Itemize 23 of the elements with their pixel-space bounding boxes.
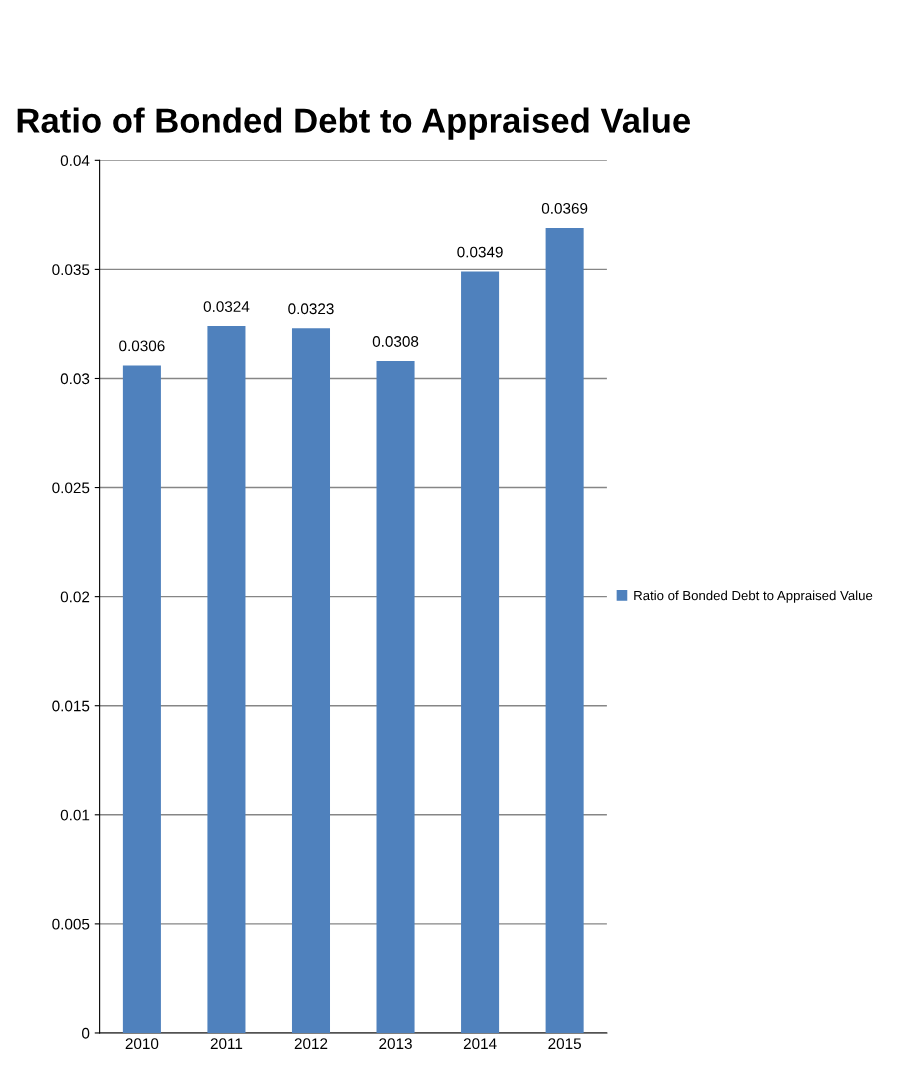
data-label: 0.0349 [457, 246, 503, 258]
y-tick-label: 0.005 [52, 918, 90, 930]
data-label: 0.0308 [372, 336, 419, 347]
data-label: 0.0306 [119, 340, 165, 352]
x-tick-label: 2013 [379, 1038, 412, 1050]
y-tick-label: 0.02 [60, 591, 90, 603]
chart-title: Ratio of Bonded Debt to Appraised Value [17, 107, 691, 140]
y-tick-label: 0.03 [60, 373, 90, 385]
y-tick-label: 0 [82, 1027, 90, 1039]
y-tick-label: 0.015 [52, 700, 90, 712]
x-tick-label: 2014 [463, 1038, 497, 1050]
x-tick-label: 2010 [125, 1038, 159, 1050]
x-tick-label: 2012 [294, 1038, 328, 1050]
x-tick-label: 2015 [548, 1038, 581, 1050]
legend-label: Ratio of Bonded Debt to Appraised Value [634, 590, 873, 603]
data-label: 0.0323 [288, 303, 334, 315]
x-tick-label: 2011 [210, 1038, 243, 1050]
data-label: 0.0324 [203, 301, 250, 312]
y-tick-label: 0.035 [52, 264, 90, 276]
y-tick-label: 0.01 [60, 809, 90, 821]
data-label: 0.0369 [541, 203, 588, 214]
y-tick-label: 0.025 [52, 482, 90, 494]
y-tick-label: 0.04 [60, 155, 90, 167]
